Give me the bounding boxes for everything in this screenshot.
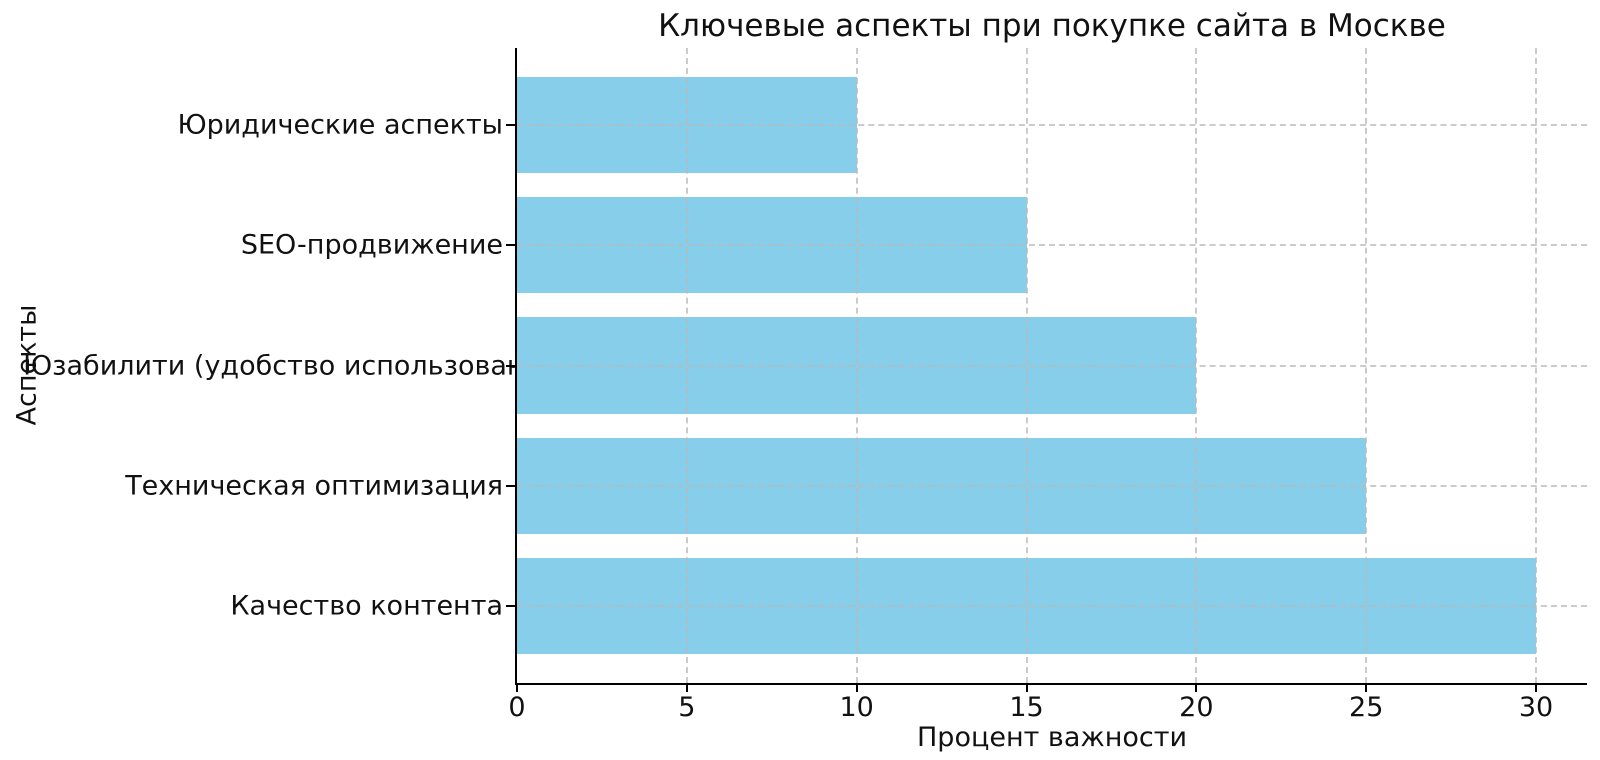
v-gridline-20: [1195, 48, 1198, 683]
x-tick-label-30: 30: [1518, 692, 1554, 723]
h-gridline-3: [517, 484, 1587, 487]
x-tick-15: [1025, 683, 1028, 692]
chart-title: Ключевые аспекты при покупке сайта в Мос…: [658, 8, 1446, 44]
x-tick-label-20: 20: [1179, 692, 1214, 723]
y-tick-label-4: Качество контента: [230, 590, 503, 622]
x-tick-label-5: 5: [678, 692, 696, 723]
y-tick-label-3: Техническая оптимизация: [125, 470, 503, 502]
y-tick-label-0: Юридические аспекты: [177, 109, 503, 141]
y-tick-1: [506, 244, 516, 247]
v-gridline-25: [1365, 48, 1368, 683]
x-tick-25: [1365, 683, 1368, 692]
y-axis-spine: [515, 48, 517, 685]
x-tick-label-0: 0: [508, 692, 526, 723]
v-gridline-15: [1025, 48, 1028, 683]
x-axis-label: Процент важности: [917, 722, 1187, 753]
v-gridline-30: [1535, 48, 1538, 683]
y-tick-3: [506, 484, 516, 487]
x-tick-30: [1535, 683, 1538, 692]
x-tick-10: [855, 683, 858, 692]
v-gridline-10: [855, 48, 858, 683]
x-tick-0: [516, 683, 518, 692]
y-tick-label-2: Юзабилити (удобство использования): [23, 350, 569, 381]
y-tick-4: [506, 605, 516, 608]
h-gridline-0: [517, 123, 1587, 126]
plot-area: [517, 48, 1587, 683]
x-tick-20: [1195, 683, 1198, 692]
h-gridline-1: [517, 244, 1587, 247]
x-axis-spine: [515, 683, 1587, 685]
x-tick-label-25: 25: [1349, 692, 1384, 723]
y-axis-label: Аспекты: [11, 304, 43, 426]
x-tick-label-15: 15: [1009, 692, 1044, 723]
x-tick-5: [685, 683, 688, 692]
y-tick-label-1: SEO-продвижение: [240, 229, 503, 261]
v-gridline-5: [685, 48, 688, 683]
y-tick-0: [506, 123, 516, 126]
h-gridline-4: [517, 605, 1587, 608]
h-gridline-2: [517, 364, 1587, 367]
y-tick-2: [506, 364, 516, 367]
x-tick-label-10: 10: [839, 692, 874, 723]
